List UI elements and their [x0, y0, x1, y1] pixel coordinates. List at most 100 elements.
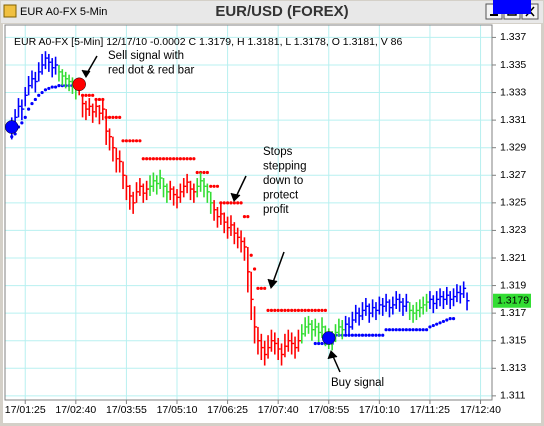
stop-dot — [242, 215, 247, 219]
stop-dot — [202, 170, 206, 175]
y-tick-label: 1.315 — [500, 334, 526, 346]
stop-dot — [20, 121, 24, 125]
stop-dot — [118, 115, 122, 119]
stop-dot — [391, 328, 395, 332]
x-tick-label: 17/05:10 — [157, 404, 198, 416]
x-tick-label: 17/07:40 — [258, 404, 299, 416]
stop-dot — [195, 170, 199, 175]
stop-dot — [418, 328, 422, 332]
stop-dot — [114, 115, 118, 119]
stop-dot — [151, 157, 155, 161]
stop-dot — [111, 115, 115, 119]
annotation: down to — [263, 175, 303, 187]
stop-dot — [121, 139, 125, 143]
stop-dot — [229, 201, 233, 205]
stop-dot — [360, 333, 365, 337]
stop-dot — [47, 86, 51, 91]
y-tick-label: 1.311 — [500, 390, 526, 402]
last-close-label-box — [493, 293, 531, 308]
stop-dot — [185, 157, 189, 161]
stop-dot — [381, 333, 385, 337]
stop-dot — [246, 215, 250, 219]
stop-dot — [222, 201, 226, 205]
last-close-label: 1.3179 — [497, 295, 529, 307]
stop-dot — [445, 318, 449, 322]
stop-dot — [225, 201, 230, 205]
stop-dot — [212, 184, 216, 188]
y-tick-label: 1.325 — [500, 197, 526, 209]
y-tick-label: 1.327 — [500, 169, 526, 181]
y-tick-label: 1.337 — [500, 31, 526, 43]
info-line: EUR A0-FX [5-Min] 12/17/10 -0.0002 C 1.3… — [14, 36, 403, 48]
y-tick-label: 1.331 — [500, 114, 526, 126]
stop-dot — [404, 328, 408, 332]
stop-dot — [283, 308, 287, 312]
stop-dot — [37, 93, 41, 97]
x-tick-label: 17/02:40 — [55, 404, 96, 416]
stop-dot — [394, 328, 398, 332]
stop-dot — [387, 328, 392, 332]
stop-dot — [350, 333, 354, 337]
signal-dot — [322, 331, 336, 345]
x-tick-label: 17/10:10 — [359, 404, 400, 416]
stop-dot — [424, 328, 429, 332]
stop-dot — [145, 157, 149, 161]
y-tick-label: 1.335 — [500, 59, 526, 71]
stop-dot — [374, 333, 378, 337]
stop-dot — [87, 93, 91, 97]
stop-dot — [107, 115, 112, 119]
stop-dot — [290, 308, 294, 312]
signal-dot — [4, 120, 19, 134]
window-icon — [3, 4, 17, 18]
stop-dot — [384, 328, 388, 332]
stop-dot — [178, 157, 182, 161]
stop-dot — [148, 157, 152, 161]
stop-dot — [182, 157, 186, 161]
stop-dot — [40, 90, 44, 95]
stop-dot — [141, 157, 145, 161]
stop-dot — [411, 328, 415, 332]
stop-dot — [57, 84, 61, 88]
stop-dot — [249, 253, 253, 257]
stop-dot — [84, 93, 88, 97]
stop-dot — [101, 97, 105, 102]
stop-dot — [27, 107, 31, 111]
stop-dot — [155, 157, 159, 161]
last-stop-label-box — [493, 0, 531, 14]
y-tick-label: 1.317 — [500, 307, 526, 319]
marks — [4, 51, 470, 366]
stop-dot — [435, 322, 439, 326]
annotations: Sell signal with red dot & red bar Stops st… — [81, 50, 384, 389]
stop-dot — [91, 93, 95, 97]
x-tick-label: 17/01:25 — [5, 404, 46, 416]
stop-dot — [367, 333, 371, 337]
stop-dot — [293, 308, 297, 312]
annotation: Buy signal — [331, 377, 384, 389]
stop-dot — [97, 97, 102, 102]
stop-dot — [377, 333, 381, 337]
plot-border — [4, 24, 493, 401]
stop-dot — [232, 201, 236, 205]
stop-dot — [219, 201, 223, 205]
stop-dot — [158, 157, 162, 161]
y-tick-label: 1.329 — [500, 141, 526, 153]
y-tick-label: 1.319 — [500, 279, 526, 291]
stop-dot — [371, 333, 375, 337]
stop-dot — [431, 323, 435, 328]
stop-dot — [286, 308, 290, 312]
stop-dot — [43, 88, 48, 92]
stop-dot — [296, 308, 301, 312]
stop-dot — [300, 308, 304, 312]
annotation: protect — [263, 190, 299, 202]
stop-dot — [256, 286, 260, 290]
stop-dot — [53, 85, 58, 89]
stop-dot — [266, 308, 270, 312]
stop-dot — [192, 157, 196, 161]
stop-dot — [354, 333, 358, 337]
stop-dot — [320, 308, 324, 312]
stop-dot — [313, 341, 317, 346]
arrow-head — [81, 69, 91, 78]
stop-dot — [310, 308, 314, 312]
stop-dot — [33, 97, 37, 102]
annotation: profit — [263, 204, 289, 216]
